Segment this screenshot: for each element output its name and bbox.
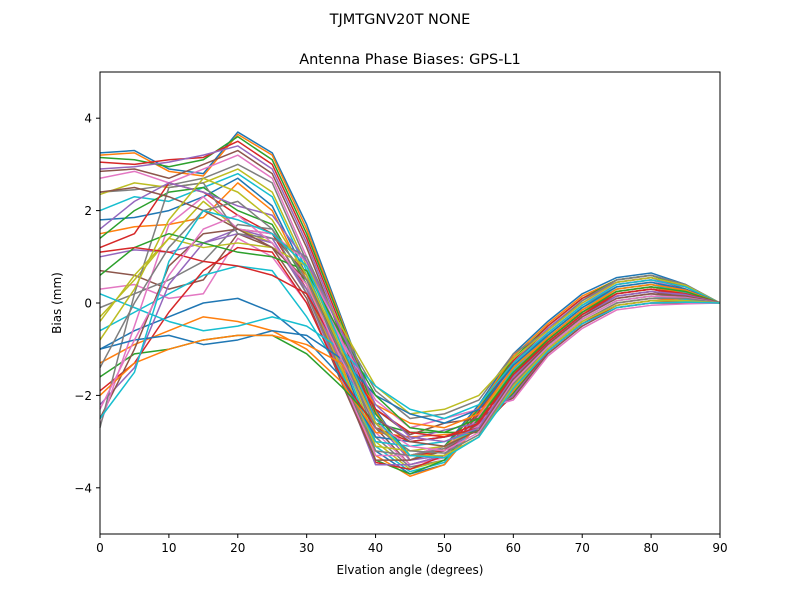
series-line-azimuth-30 (99, 279, 721, 420)
series-line-azimuth-08 (99, 163, 721, 468)
y-tick-label: −4 (74, 481, 92, 495)
series-line-azimuth-28 (99, 182, 721, 428)
x-tick-label: 70 (575, 541, 590, 555)
series-line-azimuth-13 (99, 186, 721, 475)
series-line-azimuth-33 (99, 232, 721, 434)
x-tick-label: 60 (506, 541, 521, 555)
series-line-azimuth-35 (99, 182, 721, 443)
x-tick-label: 20 (230, 541, 245, 555)
x-tick-label: 40 (368, 541, 383, 555)
y-tick-label: −2 (74, 389, 92, 403)
x-tick-label: 80 (643, 541, 658, 555)
x-tick-label: 30 (299, 541, 314, 555)
series-lines (99, 131, 721, 477)
chart-title: Antenna Phase Biases: GPS-L1 (299, 52, 521, 68)
series-line-azimuth-32 (99, 283, 721, 429)
x-tick-label: 50 (437, 541, 452, 555)
series-line-azimuth-22 (99, 297, 721, 438)
series-line-azimuth-40 (99, 209, 721, 459)
y-tick-label: 2 (84, 204, 92, 218)
series-line-azimuth-34 (99, 246, 721, 438)
axes: 0 10 20 30 40 50 60 70 80 90 −4 −2 0 2 4 (74, 71, 728, 555)
x-tick-label: 0 (96, 541, 104, 555)
series-line-azimuth-31 (99, 281, 721, 424)
x-tick-label: 90 (712, 541, 727, 555)
series-line-azimuth-37 (99, 214, 721, 452)
series-line-azimuth-26 (99, 228, 720, 436)
y-tick-label: 0 (84, 297, 92, 311)
series-line-azimuth-15 (99, 228, 721, 466)
series-line-azimuth-01 (99, 131, 721, 461)
series-line-azimuth-21 (99, 297, 721, 443)
x-tick-label: 10 (161, 541, 176, 555)
series-line-azimuth-09 (99, 168, 721, 471)
figure-suptitle: TJMTGNV20T NONE (329, 12, 471, 28)
y-axis-label: Bias (mm) (50, 272, 64, 334)
y-tick-label: 4 (84, 112, 92, 126)
series-line-azimuth-27 (99, 195, 721, 429)
series-line-azimuth-29 (99, 237, 721, 415)
x-axis-label: Elvation angle (degrees) (337, 563, 484, 577)
